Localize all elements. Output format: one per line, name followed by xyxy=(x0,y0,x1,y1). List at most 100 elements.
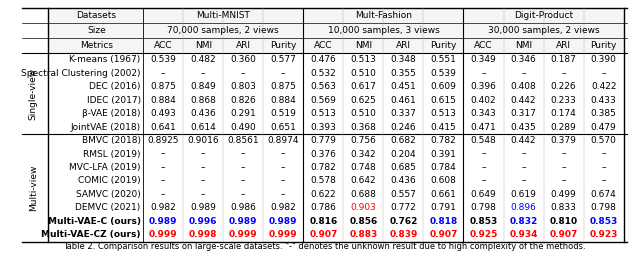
Text: Purity: Purity xyxy=(270,41,296,50)
Text: ARI: ARI xyxy=(236,41,251,50)
Text: Purity: Purity xyxy=(591,41,617,50)
Text: 70,000 samples, 2 views: 70,000 samples, 2 views xyxy=(168,26,279,35)
Text: –: – xyxy=(201,69,205,78)
Text: 0.617: 0.617 xyxy=(351,82,376,91)
Text: –: – xyxy=(522,163,526,172)
Text: 0.986: 0.986 xyxy=(230,203,256,212)
Text: –: – xyxy=(241,150,246,159)
Text: 0.393: 0.393 xyxy=(310,123,336,132)
Text: 0.903: 0.903 xyxy=(351,203,376,212)
Text: –: – xyxy=(481,150,486,159)
Text: 0.999: 0.999 xyxy=(269,230,298,239)
Text: 0.641: 0.641 xyxy=(150,123,176,132)
Text: 10,000 samples, 3 views: 10,000 samples, 3 views xyxy=(328,26,439,35)
Text: 0.343: 0.343 xyxy=(470,109,497,118)
Text: 0.9016: 0.9016 xyxy=(188,136,219,145)
Text: Datasets: Datasets xyxy=(76,11,116,20)
Text: 0.548: 0.548 xyxy=(470,136,497,145)
Text: 0.187: 0.187 xyxy=(550,55,577,64)
Text: –: – xyxy=(161,163,165,172)
Text: –: – xyxy=(481,163,486,172)
Text: 0.578: 0.578 xyxy=(310,176,336,186)
Text: K-means (1967): K-means (1967) xyxy=(70,55,141,64)
Text: 0.442: 0.442 xyxy=(511,136,536,145)
Text: –: – xyxy=(201,150,205,159)
Text: 0.433: 0.433 xyxy=(591,96,616,105)
Text: 0.490: 0.490 xyxy=(230,123,256,132)
Text: 0.291: 0.291 xyxy=(230,109,256,118)
Text: 0.346: 0.346 xyxy=(511,55,536,64)
Text: 0.853: 0.853 xyxy=(469,217,498,226)
Text: Multi-MNIST: Multi-MNIST xyxy=(196,11,250,20)
Text: NMI: NMI xyxy=(195,41,212,50)
Text: 0.875: 0.875 xyxy=(270,82,296,91)
Text: Multi-VAE-C (ours): Multi-VAE-C (ours) xyxy=(48,217,141,226)
Text: –: – xyxy=(241,69,246,78)
Text: NMI: NMI xyxy=(355,41,372,50)
Text: 0.782: 0.782 xyxy=(310,163,336,172)
Text: 0.982: 0.982 xyxy=(150,203,176,212)
Text: 0.682: 0.682 xyxy=(390,136,416,145)
Text: ARI: ARI xyxy=(556,41,571,50)
Bar xyxy=(48,38,625,53)
Text: –: – xyxy=(522,69,526,78)
Text: 0.493: 0.493 xyxy=(150,109,176,118)
Text: 0.482: 0.482 xyxy=(191,55,216,64)
Text: 0.856: 0.856 xyxy=(349,217,378,226)
Text: 0.499: 0.499 xyxy=(551,190,577,199)
Text: 0.376: 0.376 xyxy=(310,150,336,159)
Text: 0.8561: 0.8561 xyxy=(227,136,259,145)
Text: 0.451: 0.451 xyxy=(390,82,416,91)
Text: 0.337: 0.337 xyxy=(390,109,417,118)
Text: 0.408: 0.408 xyxy=(511,82,536,91)
Text: 0.833: 0.833 xyxy=(550,203,577,212)
Text: RMSL (2019): RMSL (2019) xyxy=(83,150,141,159)
Text: 0.557: 0.557 xyxy=(390,190,417,199)
Text: 0.615: 0.615 xyxy=(431,96,456,105)
Text: Purity: Purity xyxy=(430,41,457,50)
Text: 0.513: 0.513 xyxy=(351,55,376,64)
Text: MVC-LFA (2019): MVC-LFA (2019) xyxy=(69,163,141,172)
Text: 0.510: 0.510 xyxy=(351,109,376,118)
Text: 0.748: 0.748 xyxy=(351,163,376,172)
Text: 0.989: 0.989 xyxy=(229,217,257,226)
Text: Metrics: Metrics xyxy=(80,41,113,50)
Text: ACC: ACC xyxy=(474,41,493,50)
Text: 0.289: 0.289 xyxy=(551,123,577,132)
Text: 0.832: 0.832 xyxy=(509,217,538,226)
Text: 0.688: 0.688 xyxy=(351,190,376,199)
Text: –: – xyxy=(281,163,285,172)
Text: 0.849: 0.849 xyxy=(190,82,216,91)
Text: 0.519: 0.519 xyxy=(270,109,296,118)
Text: 0.342: 0.342 xyxy=(351,150,376,159)
Text: –: – xyxy=(281,176,285,186)
Text: 0.317: 0.317 xyxy=(511,109,536,118)
Text: 0.348: 0.348 xyxy=(390,55,416,64)
Text: –: – xyxy=(161,190,165,199)
Text: Spectral Clustering (2002): Spectral Clustering (2002) xyxy=(21,69,141,78)
Text: –: – xyxy=(602,163,606,172)
Text: 0.435: 0.435 xyxy=(511,123,536,132)
Text: 0.996: 0.996 xyxy=(189,217,218,226)
Text: 0.226: 0.226 xyxy=(551,82,577,91)
Text: DEMVC (2021): DEMVC (2021) xyxy=(76,203,141,212)
Text: ACC: ACC xyxy=(314,41,333,50)
Text: 0.471: 0.471 xyxy=(470,123,497,132)
Text: 0.884: 0.884 xyxy=(150,96,176,105)
Text: 0.622: 0.622 xyxy=(310,190,336,199)
Text: NMI: NMI xyxy=(515,41,532,50)
Text: –: – xyxy=(241,190,246,199)
Text: 0.826: 0.826 xyxy=(230,96,256,105)
Text: 0.8925: 0.8925 xyxy=(147,136,179,145)
Text: –: – xyxy=(201,190,205,199)
Text: –: – xyxy=(561,176,566,186)
Text: Single-view: Single-view xyxy=(29,68,38,120)
Text: 0.619: 0.619 xyxy=(511,190,536,199)
Text: Mult-Fashion: Mult-Fashion xyxy=(355,11,412,20)
Text: 0.816: 0.816 xyxy=(309,217,337,226)
Text: –: – xyxy=(161,150,165,159)
Text: 0.569: 0.569 xyxy=(310,96,336,105)
Text: 0.476: 0.476 xyxy=(310,55,336,64)
Text: –: – xyxy=(522,150,526,159)
Text: 0.883: 0.883 xyxy=(349,230,378,239)
